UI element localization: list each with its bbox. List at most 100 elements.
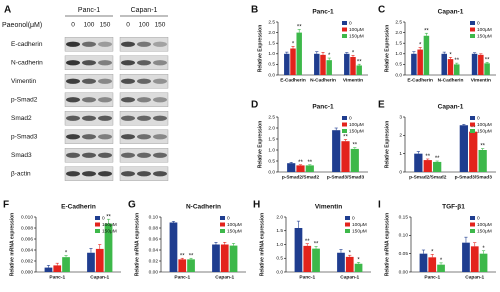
band: [66, 41, 80, 47]
legend-label: 100μM: [477, 27, 492, 33]
band: [121, 97, 135, 103]
lane-label: 150: [100, 22, 111, 29]
bar: [229, 245, 238, 272]
legend-label: 150μM: [349, 128, 364, 134]
band: [82, 97, 96, 103]
legend-label: 0: [477, 215, 480, 221]
bar: [341, 141, 350, 172]
y-tick-label: 0.5: [395, 62, 402, 68]
legend-swatch: [470, 27, 475, 32]
significance: **: [485, 57, 490, 63]
band: [66, 171, 80, 177]
y-tick-label: 1.5: [276, 228, 283, 234]
x-tick-label: E-Cadherin: [280, 77, 306, 83]
bar: [479, 253, 488, 272]
legend-label: 100μM: [349, 122, 364, 128]
legend-swatch: [95, 229, 100, 233]
significance: **: [454, 58, 459, 64]
panel-letter: E: [378, 100, 385, 111]
legend-swatch: [470, 216, 475, 220]
bar: [459, 125, 468, 172]
y-tick-label: 2.5: [395, 19, 402, 25]
x-tick-label: Capan-1: [340, 274, 359, 280]
bar: [441, 53, 447, 75]
bar: [350, 56, 356, 75]
group-label: Capan-1: [131, 7, 158, 14]
bar: [294, 228, 303, 272]
band: [137, 41, 151, 47]
band: [121, 134, 135, 140]
bar: [471, 53, 478, 75]
legend-label: 0: [102, 215, 105, 221]
legend-label: 100μM: [102, 222, 117, 228]
band: [153, 115, 167, 121]
y-tick-label: 2: [399, 133, 402, 139]
band: [66, 97, 80, 103]
legend-swatch: [470, 129, 475, 133]
y-axis-label: Relative mRNA expression: [384, 213, 390, 276]
bar: [478, 150, 487, 172]
x-tick-label: Vimentin: [471, 77, 491, 83]
bar: [332, 130, 341, 172]
protein-label: Smad2: [11, 115, 32, 122]
chart-title: Vimentin: [315, 204, 342, 211]
significance: *: [357, 257, 360, 263]
legend-label: 0: [349, 115, 352, 121]
legend-label: 0: [349, 20, 352, 26]
y-tick-label: 1.0: [276, 242, 283, 248]
y-tick-label: 0.5: [268, 62, 275, 68]
band: [66, 60, 80, 66]
significance: **: [106, 214, 111, 220]
band: [153, 152, 167, 158]
legend-label: 0: [352, 215, 355, 221]
band: [121, 78, 135, 84]
y-tick-label: 2.5: [268, 114, 275, 120]
significance: *: [419, 43, 422, 49]
bar: [484, 63, 490, 75]
bar: [414, 153, 423, 172]
legend-swatch: [342, 21, 347, 25]
significance: **: [305, 239, 310, 245]
significance: *: [431, 249, 434, 255]
x-tick-label: p-Smad3/Smad3: [455, 174, 493, 180]
bar: [326, 60, 332, 75]
bar: [287, 163, 296, 172]
bar: [178, 259, 187, 272]
legend-swatch: [220, 222, 225, 227]
x-tick-label: Capan-1: [215, 274, 234, 280]
band: [66, 115, 80, 121]
bar: [187, 259, 195, 272]
band: [137, 115, 151, 121]
band: [82, 60, 96, 66]
x-tick-label: Capan-1: [465, 274, 484, 280]
y-axis-label: Relative mRNA expression: [259, 213, 265, 276]
y-tick-label: 0.006: [21, 236, 33, 242]
band: [98, 41, 112, 47]
legend-swatch: [345, 229, 350, 233]
band: [98, 60, 112, 66]
legend-swatch: [220, 216, 225, 220]
significance: *: [292, 41, 295, 47]
panel-letter: H: [253, 200, 260, 211]
bar: [423, 35, 430, 75]
y-axis-label: Relative Expression: [384, 121, 390, 169]
y-tick-label: 1.0: [268, 147, 275, 153]
legend-label: 0: [477, 115, 480, 121]
panel-letter: I: [378, 200, 381, 211]
bar: [87, 252, 95, 272]
y-tick-label: 0.00: [149, 269, 159, 275]
panel-letter: D: [251, 100, 258, 111]
legend-swatch: [470, 229, 475, 233]
x-tick-label: E-Cadherin: [407, 77, 433, 83]
y-tick-label: 1.5: [395, 40, 402, 46]
band: [137, 171, 151, 177]
bar: [62, 257, 70, 272]
y-tick-label: 1.5: [268, 136, 275, 142]
legend-swatch: [342, 34, 347, 38]
y-tick-label: 2.0: [268, 30, 275, 36]
band: [66, 152, 80, 158]
x-tick-label: p-Smad2/Smad2: [409, 174, 447, 180]
band: [98, 152, 112, 158]
blot: E-cadherin N-cadherin Vimentin p-Smad2 Smad2…: [11, 37, 169, 181]
significance: **: [297, 24, 302, 30]
